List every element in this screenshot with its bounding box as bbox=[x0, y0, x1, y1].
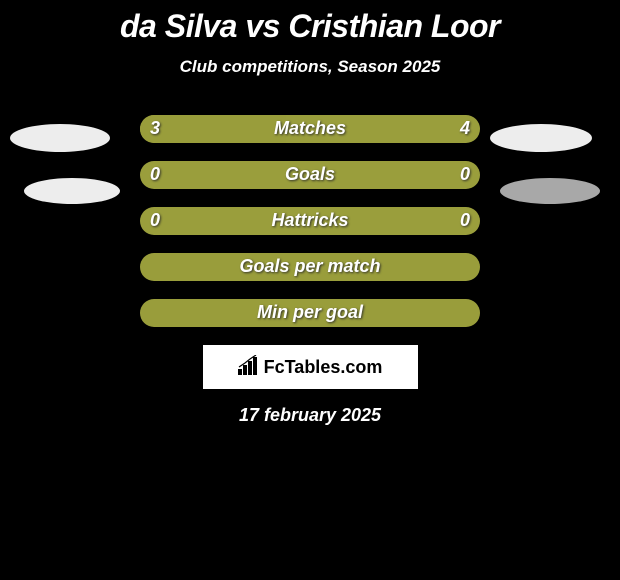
decor-ellipse bbox=[490, 124, 592, 152]
stat-label: Matches bbox=[140, 118, 480, 139]
stat-label: Min per goal bbox=[140, 302, 480, 323]
decor-ellipse bbox=[24, 178, 120, 204]
stat-label: Hattricks bbox=[140, 210, 480, 231]
subtitle: Club competitions, Season 2025 bbox=[0, 57, 620, 77]
stat-row: 34Matches bbox=[140, 115, 480, 143]
decor-ellipse bbox=[500, 178, 600, 204]
main-container: da Silva vs Cristhian Loor Club competit… bbox=[0, 0, 620, 426]
page-title: da Silva vs Cristhian Loor bbox=[0, 8, 620, 45]
chart-icon bbox=[238, 355, 260, 380]
stat-row: Goals per match bbox=[140, 253, 480, 281]
stat-row: 00Hattricks bbox=[140, 207, 480, 235]
stat-label: Goals bbox=[140, 164, 480, 185]
brand-logo: FcTables.com bbox=[203, 345, 418, 389]
stat-row: 00Goals bbox=[140, 161, 480, 189]
decor-ellipse bbox=[10, 124, 110, 152]
stat-label: Goals per match bbox=[140, 256, 480, 277]
date-label: 17 february 2025 bbox=[0, 405, 620, 426]
brand-text: FcTables.com bbox=[264, 357, 383, 378]
stat-row: Min per goal bbox=[140, 299, 480, 327]
